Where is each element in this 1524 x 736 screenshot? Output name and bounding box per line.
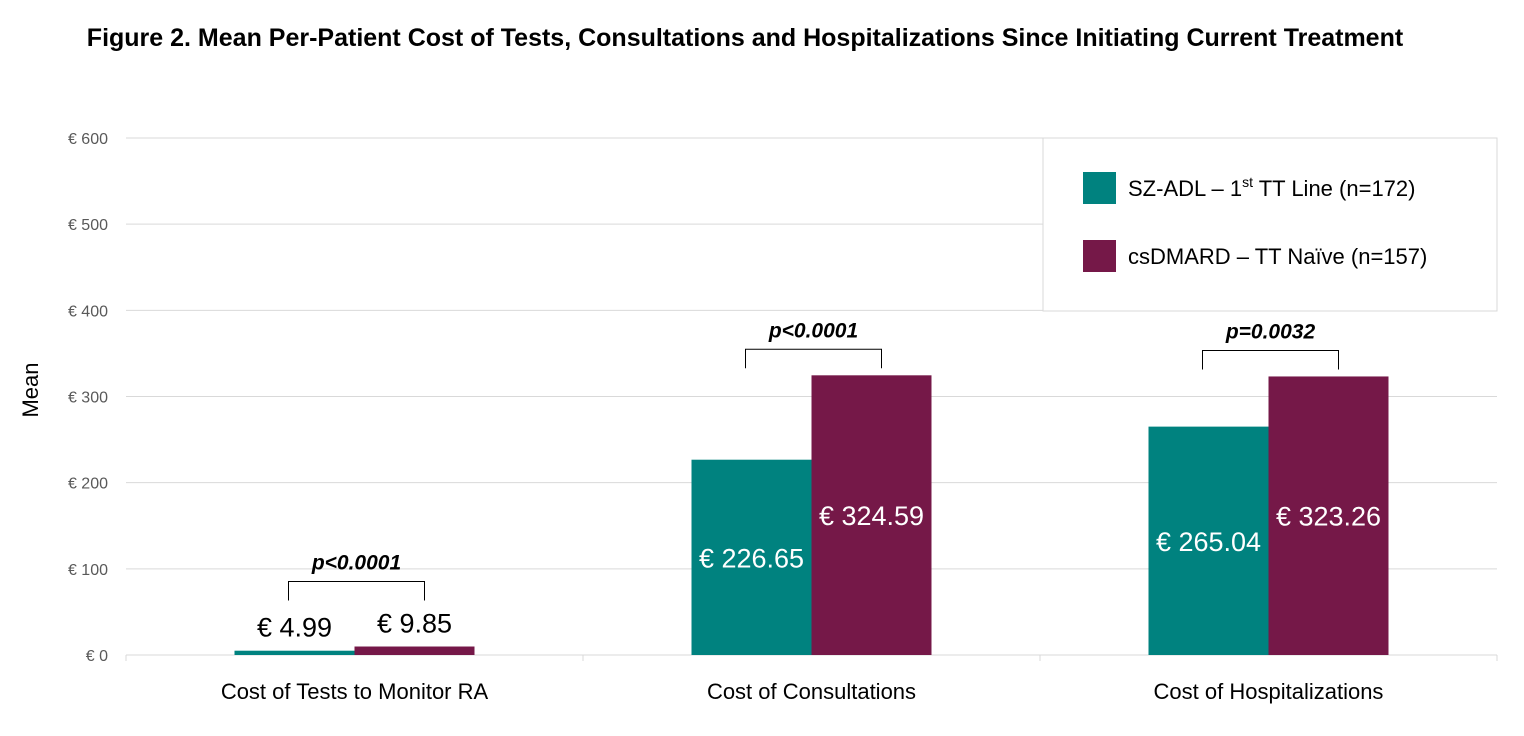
- bar: [1268, 376, 1389, 655]
- data-label: € 324.59: [819, 501, 924, 531]
- significance-bracket: [1202, 349, 1339, 370]
- significance-bracket: [745, 348, 882, 369]
- legend: SZ-ADL – 1st TT Line (n=172) csDMARD – TT…: [1042, 137, 1498, 312]
- bar: [811, 375, 932, 655]
- data-label: € 323.26: [1276, 502, 1381, 532]
- x-tick-label: Cost of Hospitalizations: [1154, 679, 1384, 704]
- data-label: € 9.85: [377, 609, 452, 639]
- legend-box: [1042, 137, 1498, 312]
- significance-bracket: [288, 581, 425, 601]
- y-tick-label: € 200: [68, 476, 108, 493]
- p-value-annotation: p=0.0032: [1225, 320, 1316, 343]
- p-value-annotation: p<0.0001: [311, 552, 401, 575]
- bar: [1148, 426, 1269, 655]
- chart-title: Figure 2. Mean Per-Patient Cost of Tests…: [87, 24, 1404, 52]
- y-tick-label: € 300: [68, 390, 108, 407]
- p-value-annotation: p<0.0001: [768, 319, 858, 342]
- y-tick-label: € 0: [86, 648, 108, 665]
- x-tick-label: Cost of Consultations: [707, 679, 916, 704]
- x-tick-label: Cost of Tests to Monitor RA: [221, 679, 489, 704]
- bar: [234, 650, 355, 655]
- legend-swatch: [1083, 172, 1116, 204]
- y-tick-label: € 500: [68, 217, 108, 234]
- y-axis-label: Mean: [18, 362, 43, 417]
- legend-label: SZ-ADL – 1st TT Line (n=172): [1128, 174, 1415, 201]
- bar: [354, 646, 475, 655]
- bar: [691, 459, 812, 655]
- y-tick-label: € 100: [68, 562, 108, 579]
- legend-swatch: [1083, 240, 1116, 272]
- legend-label: csDMARD – TT Naïve (n=157): [1128, 244, 1427, 269]
- data-label: € 4.99: [257, 613, 332, 643]
- y-tick-label: € 400: [68, 303, 108, 320]
- y-tick-label: € 600: [68, 131, 108, 148]
- data-label: € 265.04: [1156, 527, 1261, 557]
- data-label: € 226.65: [699, 543, 804, 573]
